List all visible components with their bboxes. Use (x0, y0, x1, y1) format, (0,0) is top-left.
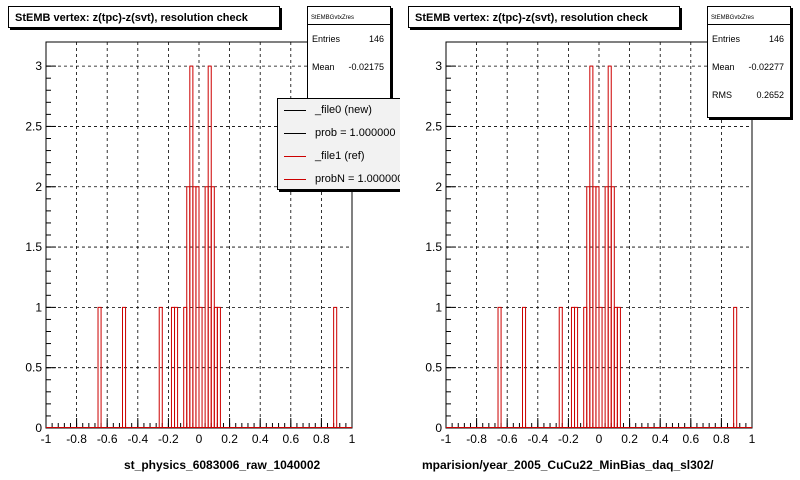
y-tick-label: 0.5 (425, 361, 442, 375)
x-tick-label: 0 (196, 432, 203, 446)
x-tick-label: 0 (596, 432, 603, 446)
legend-label: _file1 (ref) (315, 150, 365, 162)
stats-row-entries: Entries 146 (708, 25, 790, 53)
stats-name: StEMBGvtxZres (308, 7, 390, 25)
x-tick-label: 0.2 (621, 432, 638, 446)
y-tick-label: 2 (435, 180, 442, 194)
histogram-bar (497, 306, 502, 428)
stats-value: -0.02175 (348, 62, 384, 72)
x-axis-title: st_physics_6083006_raw_1040002 (124, 458, 321, 472)
y-tick-label: 1.5 (425, 240, 442, 254)
x-tick-label: 0.4 (252, 432, 269, 446)
histogram-bar (174, 306, 179, 428)
y-tick-label: 1.5 (25, 240, 42, 254)
y-tick-label: 2.5 (425, 119, 442, 133)
histogram-bar (522, 306, 527, 428)
x-tick-label: 0.8 (713, 432, 730, 446)
x-tick-label: -0.2 (158, 432, 179, 446)
y-tick-label: 3 (435, 59, 442, 73)
stats-row-entries: Entries 146 (308, 25, 390, 53)
histogram-bar (733, 306, 738, 428)
legend-entry: _file1 (ref) (278, 145, 400, 168)
plot-area-right: -1 -0.8 -0.6 -0.4 -0.2 0 0.2 0.4 0.6 0.8 1 0 0.5 1 1.5… (425, 41, 756, 446)
histogram-bar (558, 306, 563, 428)
x-tick-label: -0.2 (558, 432, 579, 446)
x-tick-label: 1 (749, 432, 756, 446)
x-tick-label: 0.6 (682, 432, 699, 446)
legend-line-black (284, 110, 306, 111)
stats-value: -0.02277 (748, 62, 784, 72)
x-tick-label: 0.2 (221, 432, 238, 446)
stats-label: Mean (312, 62, 335, 72)
x-tick-label: 0.8 (313, 432, 330, 446)
histogram-bar (616, 306, 621, 428)
legend-line-red (284, 156, 306, 157)
legend-entry: prob = 1.000000 (278, 122, 400, 145)
x-tick-label: -0.4 (127, 432, 148, 446)
stats-name: StEMBGvtxZres (708, 7, 790, 25)
x-tick-label: -0.4 (527, 432, 548, 446)
chart-title: StEMB vertex: z(tpc)-z(svt), resolution … (408, 6, 680, 28)
x-tick-label: -0.6 (97, 432, 118, 446)
histogram-bar (198, 306, 203, 428)
stats-label: Mean (712, 62, 735, 72)
chart-title: StEMB vertex: z(tpc)-z(svt), resolution … (8, 6, 280, 28)
stats-row-mean: Mean -0.02277 (708, 53, 790, 81)
histogram-pad-left: -1 -0.8 -0.6 -0.4 -0.2 0 0.2 0.4 0.6 0.8 1 0 0.5 1 1.5… (8, 6, 400, 472)
stats-box: StEMBGvtxZres Entries 146 Mean -0.02277 … (707, 6, 791, 118)
stats-label: RMS (712, 90, 732, 100)
x-axis-title: mparision/year_2005_CuCu22_MinBias_daq_s… (422, 458, 714, 472)
y-tick-label: 2 (35, 180, 42, 194)
stats-row-mean: Mean -0.02175 (308, 53, 390, 81)
y-tick-label: 0.5 (25, 361, 42, 375)
y-tick-label: 3 (35, 59, 42, 73)
x-tick-label: -0.8 (66, 432, 87, 446)
legend-label: probN = 1.000000 (315, 173, 400, 185)
y-tick-label: 0 (435, 421, 442, 435)
x-tick-label: 0.6 (282, 432, 299, 446)
stats-label: Entries (712, 34, 741, 44)
histogram-bar (158, 306, 163, 428)
histogram-bar (574, 306, 579, 428)
x-tick-label: 0.4 (652, 432, 669, 446)
x-tick-label: -1 (441, 432, 452, 446)
y-tick-label: 0 (35, 421, 42, 435)
stats-value: 146 (768, 34, 784, 44)
legend-line-black (284, 133, 306, 134)
legend-label: prob = 1.000000 (315, 127, 396, 139)
histogram-bar (216, 306, 221, 428)
stats-label: Entries (312, 34, 341, 44)
y-tick-label: 1 (435, 300, 442, 314)
histogram-bar (122, 306, 127, 428)
legend: _file0 (new) prob = 1.000000 _file1 (ref… (277, 98, 400, 190)
stats-row-rms: RMS 0.2652 (708, 81, 790, 109)
x-tick-label: -0.8 (466, 432, 487, 446)
legend-entry: _file0 (new) (278, 99, 400, 122)
histogram-bar (333, 306, 338, 428)
legend-entry: probN = 1.000000 (278, 168, 400, 191)
y-tick-label: 1 (35, 300, 42, 314)
y-tick-label: 2.5 (25, 119, 42, 133)
stats-value: 146 (368, 34, 384, 44)
x-tick-label: -1 (41, 432, 52, 446)
x-tick-label: 1 (349, 432, 356, 446)
legend-line-red (284, 179, 306, 180)
histogram-pad-right: -1 -0.8 -0.6 -0.4 -0.2 0 0.2 0.4 0.6 0.8 1 0 0.5 1 1.5… (400, 0, 800, 480)
histogram-bar (97, 306, 102, 428)
x-tick-label: -0.6 (497, 432, 518, 446)
legend-label: _file0 (new) (315, 104, 372, 116)
histogram-bar (598, 306, 603, 428)
stats-value: 0.2652 (756, 90, 784, 100)
